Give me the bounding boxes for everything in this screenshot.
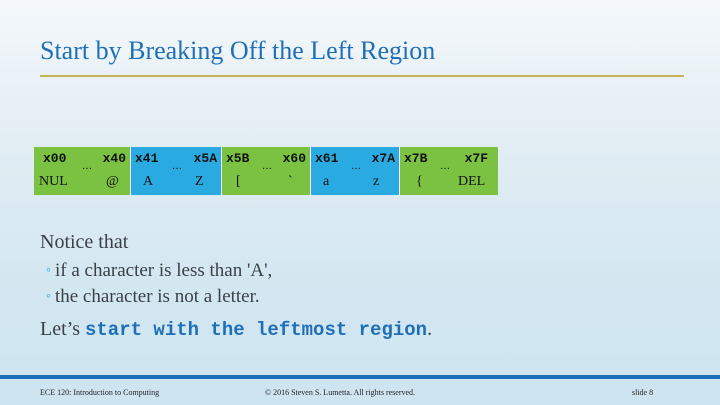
start-char: [ [236,174,241,189]
end-code: x40 [102,151,126,166]
ellipsis: … [172,161,182,172]
start-char: a [323,174,330,189]
conclusion-line: Let’s start with the leftmost region. [40,318,432,341]
conclusion-prefix: Let’s [40,318,85,340]
end-char: DEL [458,174,486,189]
ascii-segment-lowercase: x61 x7A … a z [310,147,399,195]
start-code: x7B [404,151,428,166]
start-char: { [416,174,423,189]
conclusion-highlight: start with the leftmost region [85,319,428,341]
bullet-item: ◦ if a character is less than 'A', [46,260,272,282]
start-code: x5B [226,151,250,166]
conclusion-suffix: . [427,318,433,340]
bullet-text: the character is not a letter. [54,286,260,307]
ellipsis: … [262,161,272,172]
ascii-segment-upper-symbols: x7B x7F … { DEL [399,147,498,195]
start-code: x61 [315,151,339,166]
end-char: Z [195,174,204,189]
slide-title: Start by Breaking Off the Left Region [40,36,436,65]
start-code: x00 [43,151,67,166]
start-char: NUL [39,174,68,189]
ascii-range-table: x00 x40 … NUL @ x41 x5A … A Z x5B x60 … … [34,147,498,195]
ascii-segment-symbols-between: x5B x60 … [ ` [221,147,310,195]
end-code: x7A [371,151,395,166]
start-code: x41 [135,151,159,166]
bullet-icon: ◦ [46,263,51,278]
end-code: x60 [282,151,306,166]
footer-copyright: © 2016 Steven S. Lumetta. All rights res… [265,388,416,397]
end-char: @ [106,174,119,189]
bullet-text: if a character is less than 'A', [54,260,273,281]
bullet-icon: ◦ [46,289,51,304]
footer-slide-number: slide 8 [632,388,654,397]
end-code: x5A [193,151,217,166]
footer-divider [0,375,720,379]
footer-course: ECE 120: Introduction to Computing [40,388,160,397]
ascii-segment-control-symbols: x00 x40 … NUL @ [34,147,130,195]
notice-heading: Notice that [40,231,129,253]
ellipsis: … [440,161,450,172]
end-char: z [373,174,380,189]
end-char: ` [288,174,293,189]
end-code: x7F [464,151,488,166]
ellipsis: … [82,161,92,172]
bullet-item: ◦ the character is not a letter. [46,286,260,308]
title-divider [40,75,684,77]
start-char: A [143,174,154,189]
ascii-segment-uppercase: x41 x5A … A Z [130,147,221,195]
ellipsis: … [351,161,361,172]
